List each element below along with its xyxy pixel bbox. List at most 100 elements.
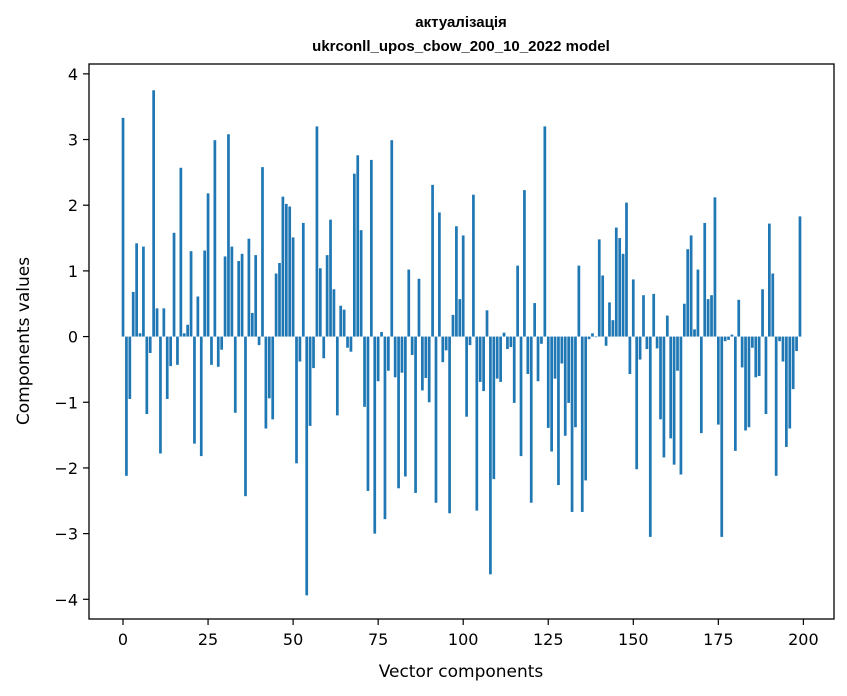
- bar: [261, 167, 264, 337]
- bar: [672, 336, 676, 465]
- bar: [611, 320, 615, 337]
- bar: [176, 336, 179, 365]
- bar: [387, 336, 390, 371]
- bar: [220, 336, 224, 350]
- bar: [720, 336, 724, 537]
- x-axis-ticks: 0 25 50 75 100 125 150 175 200: [118, 619, 819, 649]
- bar: [584, 336, 588, 481]
- bar: [424, 336, 428, 378]
- bar: [696, 269, 700, 337]
- bar: [727, 336, 730, 340]
- x-tick-label: 75: [368, 630, 388, 649]
- x-tick-label: 50: [283, 630, 303, 649]
- bar: [247, 238, 251, 337]
- x-tick-label: 200: [788, 630, 819, 649]
- bar: [546, 336, 550, 428]
- bar: [628, 336, 632, 375]
- bar: [162, 308, 166, 337]
- bar: [710, 295, 713, 337]
- bar: [580, 336, 584, 512]
- bar: [751, 336, 754, 348]
- bar: [383, 336, 387, 520]
- bar: [785, 336, 788, 447]
- bar: [502, 332, 506, 337]
- bar: [689, 235, 693, 337]
- bar: [213, 140, 217, 337]
- bar: [482, 336, 485, 392]
- bar: [723, 336, 727, 342]
- bar: [380, 331, 383, 337]
- chart-title-line-2: ukrconll_upos_cbow_200_10_2022 model: [312, 38, 610, 55]
- plot-frame: [88, 63, 835, 620]
- bar: [557, 336, 560, 486]
- bar: [186, 324, 190, 337]
- bar: [516, 265, 519, 337]
- bar: [485, 310, 489, 337]
- y-tick-label: 2: [68, 196, 78, 215]
- bar: [332, 289, 336, 337]
- bar: [665, 315, 669, 337]
- bar: [210, 336, 213, 365]
- bar: [237, 261, 241, 337]
- y-axis-ticks: −4 −3 −2 −1 0 1 2 3 4: [54, 65, 89, 609]
- bar: [451, 314, 455, 337]
- bar: [206, 193, 210, 337]
- chart-title-line-1: актуалізація: [415, 14, 507, 31]
- bar: [230, 246, 234, 337]
- bar: [618, 238, 622, 337]
- bar: [543, 126, 547, 337]
- bar: [414, 336, 417, 493]
- bar: [642, 295, 645, 337]
- bar: [257, 336, 261, 346]
- y-tick-label: 3: [68, 131, 78, 150]
- bar: [550, 336, 554, 452]
- bar: [699, 336, 703, 434]
- bar: [458, 299, 462, 337]
- bar: [553, 336, 557, 379]
- bar: [788, 336, 792, 429]
- bar: [431, 184, 434, 337]
- bar: [533, 303, 536, 337]
- bar: [625, 202, 628, 337]
- bar: [250, 312, 254, 337]
- bar: [771, 273, 775, 337]
- bar: [407, 269, 411, 337]
- bar: [155, 308, 159, 337]
- bar: [390, 140, 394, 337]
- bar: [179, 167, 183, 337]
- x-tick-label: 25: [198, 630, 218, 649]
- bar: [716, 336, 720, 425]
- bar: [761, 289, 764, 337]
- bar: [172, 232, 176, 337]
- bar: [567, 336, 571, 403]
- bar: [397, 336, 400, 489]
- bar: [131, 291, 135, 337]
- bar: [774, 336, 778, 476]
- bar: [193, 336, 196, 444]
- bar: [346, 336, 349, 348]
- bar: [526, 336, 530, 375]
- bar: [264, 336, 268, 429]
- chart-title: актуалізація ukrconll_upos_cbow_200_10_2…: [312, 14, 610, 55]
- bar: [574, 336, 577, 428]
- bar: [448, 336, 451, 514]
- bar: [305, 336, 309, 596]
- y-tick-label: −4: [54, 590, 78, 609]
- bar: [233, 336, 237, 413]
- bar: [274, 273, 278, 337]
- bar: [713, 197, 717, 337]
- bar: [795, 336, 798, 352]
- bar: [417, 278, 421, 337]
- bar: [764, 336, 768, 415]
- bar: [145, 336, 149, 415]
- bar: [662, 336, 666, 458]
- bar: [376, 336, 380, 382]
- bar: [400, 336, 404, 373]
- bar: [308, 336, 312, 426]
- bar: [363, 336, 366, 407]
- bar: [608, 302, 611, 337]
- bar: [182, 333, 186, 337]
- bar: [434, 336, 438, 503]
- bar: [444, 336, 448, 351]
